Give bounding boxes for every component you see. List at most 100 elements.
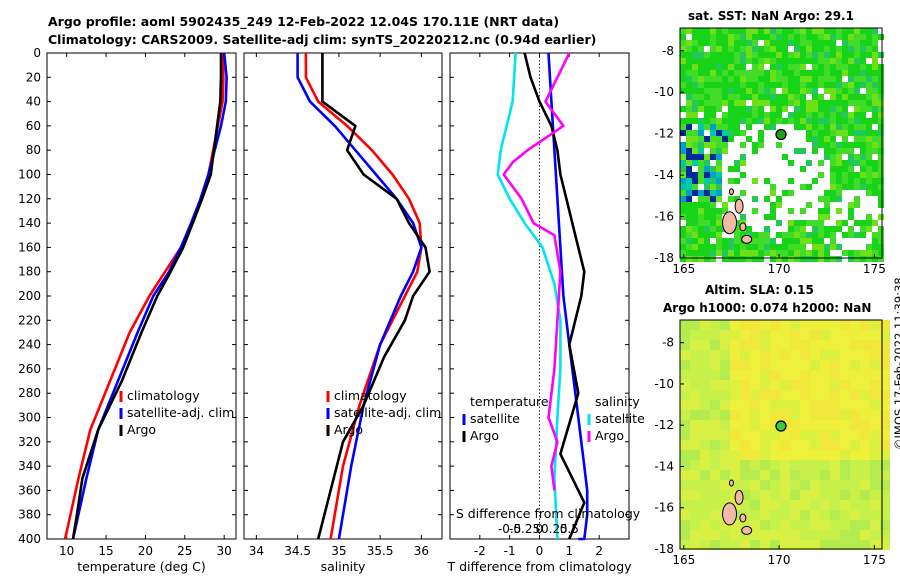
map-cell: [872, 244, 878, 250]
x-tick-label: 36: [414, 544, 429, 558]
map-cell: [728, 250, 734, 256]
map-cell: [880, 480, 890, 490]
map-cell: [782, 88, 788, 94]
map-cell: [790, 370, 800, 380]
map-cell: [810, 320, 820, 330]
map-cell: [740, 232, 746, 238]
map-cell: [866, 124, 872, 130]
map-cell: [810, 510, 820, 520]
map-cell: [698, 160, 704, 166]
map-cell: [752, 34, 758, 40]
map-cell: [734, 46, 740, 52]
map-cell: [760, 450, 770, 460]
map-cell: [866, 148, 872, 154]
map-cell: [830, 118, 836, 124]
map-cell: [770, 82, 776, 88]
map-cell: [770, 112, 776, 118]
map-cell: [770, 510, 780, 520]
map-cell: [716, 76, 722, 82]
map-cell: [780, 330, 790, 340]
map-cell: [760, 410, 770, 420]
map-cell: [872, 232, 878, 238]
map-cell: [692, 130, 698, 136]
map-cell: [770, 350, 780, 360]
map-cell: [734, 244, 740, 250]
map-cell: [850, 380, 860, 390]
map-cell: [824, 64, 830, 70]
map-cell: [788, 88, 794, 94]
map-cell: [840, 530, 850, 540]
map-cell: [848, 178, 854, 184]
map-cell: [806, 160, 812, 166]
map-cell: [740, 350, 750, 360]
map-cell: [722, 208, 728, 214]
map-cell: [860, 142, 866, 148]
map-cell: [770, 64, 776, 70]
map-cell: [878, 154, 884, 160]
map-cell: [780, 410, 790, 420]
map-cell: [722, 130, 728, 136]
map-cell: [680, 196, 686, 202]
map-cell: [830, 100, 836, 106]
map-cell: [722, 124, 728, 130]
map-cell: [830, 136, 836, 142]
map-cell: [854, 124, 860, 130]
map-cell: [818, 214, 824, 220]
map-cell: [716, 238, 722, 244]
map-cell: [730, 540, 740, 550]
map-cell: [740, 340, 750, 350]
map-cell: [710, 370, 720, 380]
map-cell: [872, 190, 878, 196]
map-cell: [820, 510, 830, 520]
map-cell: [800, 510, 810, 520]
y-tick-label: 400: [18, 532, 41, 546]
map-cell: [710, 130, 716, 136]
map-cell: [770, 70, 776, 76]
map-cell: [710, 244, 716, 250]
map-cell: [716, 190, 722, 196]
map-cell: [692, 184, 698, 190]
map-cell: [734, 52, 740, 58]
map-cell: [734, 118, 740, 124]
map-cell: [782, 52, 788, 58]
map-cell: [878, 94, 884, 100]
map-cell: [770, 540, 780, 550]
map-cell: [760, 470, 770, 480]
map-cell: [880, 370, 890, 380]
map-cell: [698, 124, 704, 130]
map-cell: [680, 390, 690, 400]
map-cell: [692, 70, 698, 76]
map-cell: [870, 440, 880, 450]
legend-label-right-argo: Argo: [595, 428, 624, 443]
map-cell: [860, 178, 866, 184]
map-cell: [854, 40, 860, 46]
map-cell: [746, 40, 752, 46]
map-cell: [710, 510, 720, 520]
map-cell: [830, 232, 836, 238]
map-cell: [880, 400, 890, 410]
map-cell: [728, 238, 734, 244]
map-cell: [764, 28, 770, 34]
map-cell: [818, 70, 824, 76]
map-cell: [824, 106, 830, 112]
map-cell: [728, 76, 734, 82]
map-cell: [818, 64, 824, 70]
map-cell: [686, 142, 692, 148]
map-cell: [794, 112, 800, 118]
map-cell: [830, 490, 840, 500]
map-cell: [710, 232, 716, 238]
map-cell: [866, 100, 872, 106]
map-cell: [790, 460, 800, 470]
map-cell: [810, 440, 820, 450]
map-cell: [824, 256, 830, 262]
map-cell: [700, 340, 710, 350]
map-cell: [770, 190, 776, 196]
map-cell: [810, 370, 820, 380]
map-cell: [830, 520, 840, 530]
map-cell: [788, 94, 794, 100]
map-cell: [854, 58, 860, 64]
map-cell: [860, 220, 866, 226]
map-cell: [800, 470, 810, 480]
map-cell: [800, 118, 806, 124]
map-cell: [776, 40, 782, 46]
